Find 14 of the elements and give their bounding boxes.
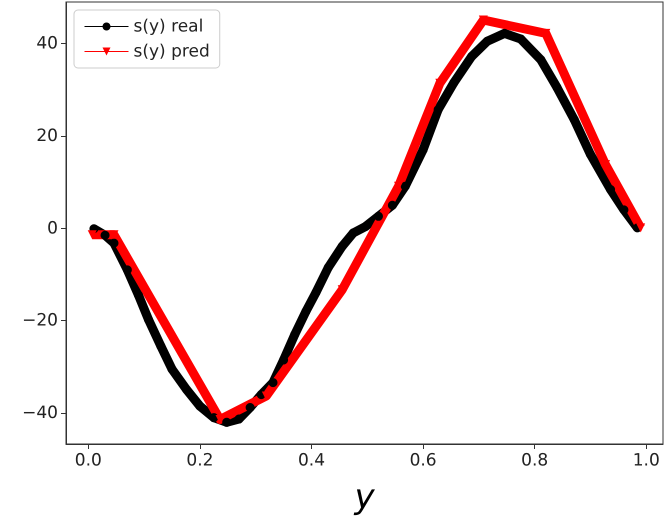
x-tick-label: 0.6 (410, 450, 437, 470)
y-tick-label: −40 (22, 403, 58, 424)
legend-label: s(y) pred (134, 42, 210, 62)
y-tick-label: 0 (47, 218, 58, 238)
y-tick-label: −20 (22, 310, 58, 331)
x-tick-label: 0.8 (521, 450, 548, 470)
x-axis-title: y (353, 477, 376, 517)
legend-label: s(y) real (134, 16, 204, 36)
x-tick-label: 0.0 (74, 450, 102, 470)
x-tick-label: 1.0 (632, 450, 660, 470)
x-tick-label: 0.4 (298, 450, 326, 470)
y-tick-label: 40 (36, 34, 58, 54)
x-tick-label: 0.2 (186, 450, 214, 470)
y-tick-label: 20 (36, 126, 58, 146)
